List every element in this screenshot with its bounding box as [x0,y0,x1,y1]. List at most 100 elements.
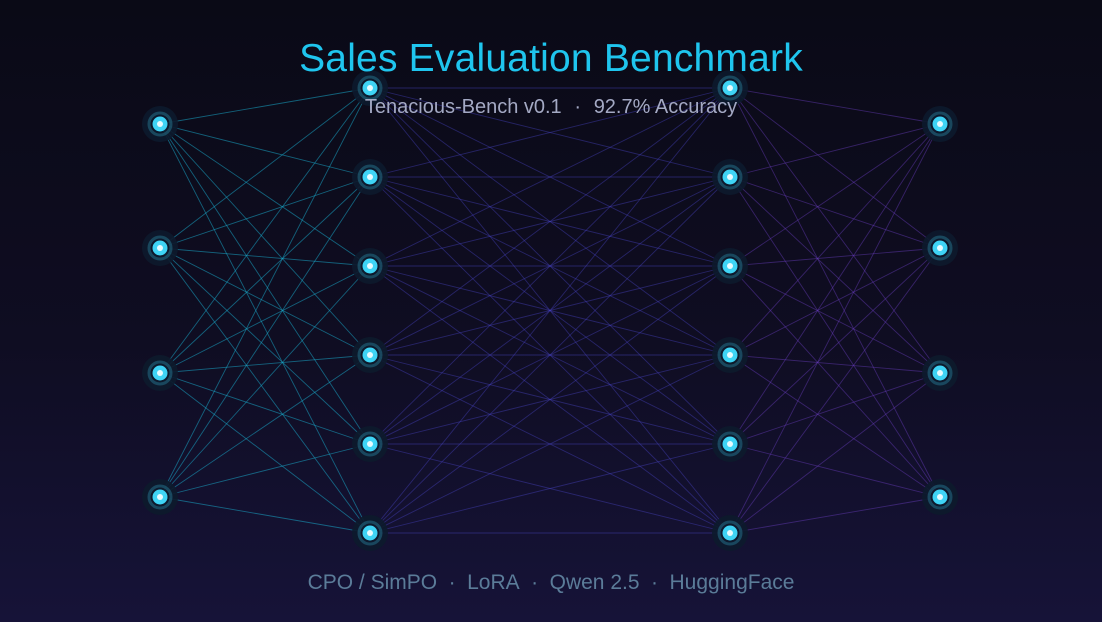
footer-item-huggingface: HuggingFace [669,571,795,594]
network-edge [369,87,731,445]
node-center [367,85,373,91]
network-edge [159,123,371,356]
node-center [367,352,373,358]
network-node [352,515,388,551]
network-node [352,426,388,462]
network-edge [159,176,371,374]
network-edge [729,176,941,374]
tech-stack-footer: CPO / SimPO · LoRA · Qwen 2.5 · HuggingFace [0,570,1102,596]
network-edge [729,247,941,445]
network-edge [159,247,371,267]
network-edge [369,87,731,356]
node-center [367,441,373,447]
network-edge [729,443,941,498]
network-edge [369,87,731,356]
network-edge [729,123,941,178]
node-center [367,174,373,180]
node-glow [717,164,743,190]
network-node [712,159,748,195]
network-edge [159,247,371,445]
network-node [712,426,748,462]
node-center [727,174,733,180]
node-glow [357,520,383,546]
node-center [157,370,163,376]
node-glow [717,342,743,368]
network-node [712,70,748,106]
network-edge [729,372,941,445]
network-edge [369,265,731,356]
network-edge [369,176,731,445]
node-glow [357,431,383,457]
network-edge [159,176,371,249]
network-edge [369,176,731,267]
network-node [352,70,388,106]
node-glow [357,164,383,190]
network-edge [729,123,941,534]
network-edge [729,87,941,498]
network-edge [159,123,371,267]
network-edge [159,496,371,534]
benchmark-name: Tenacious-Bench v0.1 [364,96,562,118]
network-node [922,479,958,515]
network-edge [729,87,941,125]
footer-separator: · [651,571,659,594]
network-edge [369,87,731,178]
network-edge [369,354,731,534]
network-edge [369,176,731,267]
footer-item-cpo-simpo: CPO / SimPO [307,571,438,594]
network-node [922,106,958,142]
network-edge [369,176,731,356]
network-edge [369,443,731,534]
network-edge [729,354,941,498]
network-edge [729,247,941,267]
network-edge [369,87,731,445]
node-glow [717,520,743,546]
network-nodes [142,70,958,551]
footer-item-lora: LoRA [467,571,520,594]
network-edge [729,176,941,249]
network-edge [369,265,731,534]
node-glow [927,484,953,510]
node-center [937,245,943,251]
network-edge [159,123,371,178]
node-glow [927,360,953,386]
network-edge [729,87,941,249]
node-center [727,263,733,269]
node-center [727,441,733,447]
network-edge [159,247,371,356]
node-glow [717,75,743,101]
network-node [922,355,958,391]
network-edge [159,87,371,498]
node-center [367,530,373,536]
network-edge [729,247,941,356]
node-glow [717,253,743,279]
network-edge [369,354,731,534]
network-edge [729,176,941,498]
node-glow [357,75,383,101]
network-edge [369,87,731,267]
diagram-title: Sales Evaluation Benchmark [299,37,803,80]
node-center [727,85,733,91]
network-edge [159,87,371,125]
network-edge [729,87,941,374]
network-edge [729,372,941,534]
network-edge [369,176,731,534]
network-edge [369,176,731,445]
network-edge [159,354,371,498]
network-edge [369,87,731,534]
network-node [352,337,388,373]
node-center [157,121,163,127]
node-center [727,352,733,358]
network-node [142,355,178,391]
network-edge [729,247,941,534]
network-node [142,479,178,515]
node-glow [357,253,383,279]
network-edge [369,354,731,445]
subtitle-separator: · [574,96,582,118]
network-edges [159,87,941,534]
network-edge [159,354,371,374]
network-edge [729,496,941,534]
network-node [352,248,388,284]
network-edge [729,265,941,374]
